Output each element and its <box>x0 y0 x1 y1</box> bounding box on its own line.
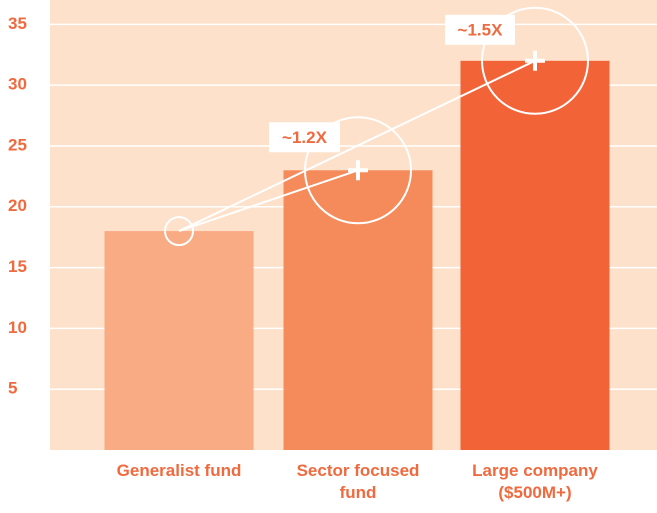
y-tick-label: 5 <box>8 379 17 398</box>
plus-sign <box>525 50 545 71</box>
y-tick-label: 10 <box>8 318 27 337</box>
annotation: ~1.5X <box>458 20 504 39</box>
bar <box>460 60 610 450</box>
annotation: ~1.2X <box>282 128 328 147</box>
bar <box>104 231 254 450</box>
annotation-box <box>269 122 340 153</box>
base-circle <box>164 216 194 247</box>
y-tick-label: 15 <box>8 257 27 276</box>
y-tick-label: 35 <box>8 14 27 33</box>
highlight-circle <box>481 6 589 115</box>
y-tick-label: 20 <box>8 196 27 215</box>
x-tick-label: Generalist fund <box>116 461 242 480</box>
annotation-box <box>445 14 515 45</box>
x-tick-label: Large company ($500M+) <box>472 461 598 502</box>
comparison-line <box>178 169 359 233</box>
comparison-line <box>178 59 536 232</box>
x-tick-label: Sector focused fund <box>296 461 420 502</box>
plus-sign <box>348 160 368 181</box>
y-tick-label: 30 <box>8 75 27 94</box>
bar <box>283 170 433 450</box>
y-tick-label: 25 <box>8 135 27 154</box>
